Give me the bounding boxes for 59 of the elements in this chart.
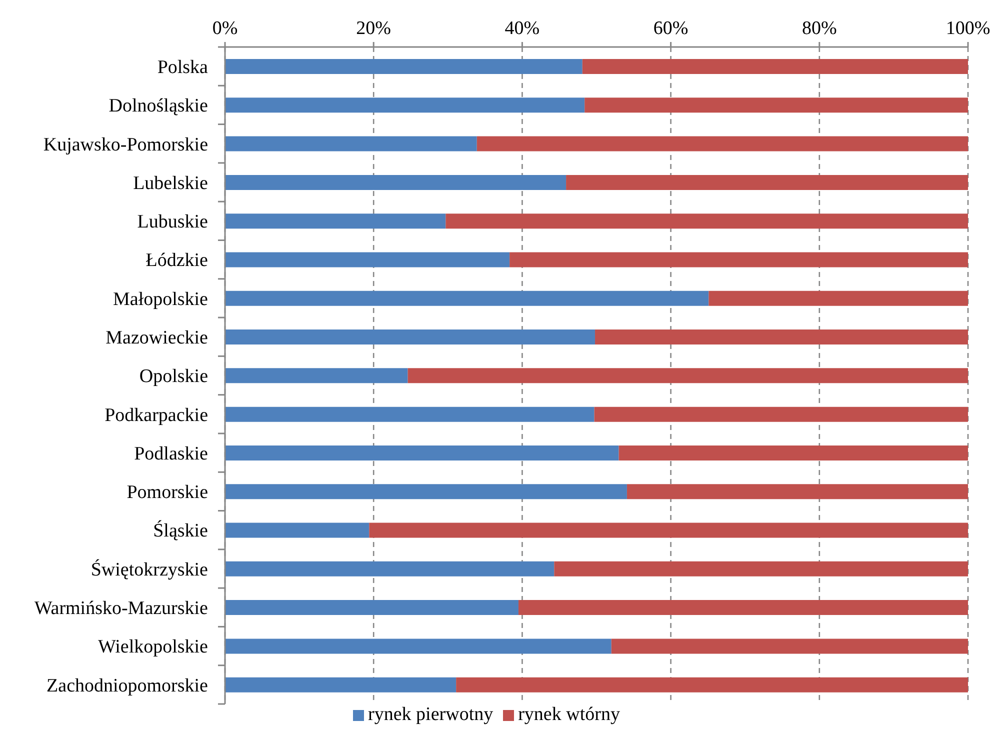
y-tick-label: Mazowieckie	[106, 328, 208, 349]
y-tick-label: Lubelskie	[133, 172, 208, 194]
y-tick-label: Opolskie	[139, 366, 208, 388]
bar	[225, 136, 477, 152]
bar	[225, 406, 594, 422]
bar	[225, 252, 510, 268]
bar	[476, 136, 968, 152]
x-tick-label: 40%	[504, 18, 540, 39]
bar	[510, 252, 968, 268]
x-tick-label: 80%	[802, 18, 837, 39]
x-tick-label: 100%	[946, 18, 990, 39]
y-tick-label: Dolnośląskie	[108, 96, 208, 117]
bar	[626, 484, 968, 500]
bar	[408, 368, 968, 384]
bar	[225, 600, 518, 616]
bar	[618, 445, 968, 460]
bar	[595, 330, 968, 345]
x-tick-label: 0%	[212, 18, 238, 39]
bar	[456, 677, 968, 692]
y-tick-label: Małopolskie	[113, 288, 208, 310]
bar	[225, 330, 596, 345]
bar	[584, 98, 968, 113]
x-tick-label: 60%	[653, 18, 688, 39]
y-tick-label: Wielkopolskie	[98, 636, 208, 658]
y-tick-label: Podlaskie	[134, 443, 208, 464]
bar	[225, 677, 456, 692]
y-tick-label: Śląskie	[153, 520, 208, 542]
y-tick-label: Pomorskie	[126, 482, 208, 504]
y-tick-label: Łódzkie	[146, 250, 208, 272]
y-tick-label: Podkarpackie	[104, 404, 208, 426]
bar	[369, 522, 968, 538]
bar	[594, 406, 968, 422]
y-tick-label: Polska	[157, 56, 209, 78]
bar	[225, 59, 582, 74]
bar	[225, 214, 446, 229]
bar	[225, 445, 619, 460]
bar	[225, 174, 566, 190]
bar	[225, 290, 709, 306]
bar	[611, 638, 968, 654]
bar	[225, 98, 585, 113]
y-tick-label: Lubuskie	[137, 212, 208, 233]
y-tick-label: Zachodniopomorskie	[46, 675, 208, 696]
bar	[518, 600, 968, 616]
bar	[225, 484, 627, 500]
y-tick-label: Świętokrzyskie	[90, 558, 208, 580]
bar	[225, 638, 612, 654]
y-tick-label: Warmińsko-Mazurskie	[34, 598, 208, 620]
legend-label: rynek wtórny	[518, 704, 620, 725]
bar	[446, 214, 968, 229]
legend-label: rynek pierwotny	[368, 704, 494, 725]
bar	[225, 522, 370, 538]
bar	[225, 368, 408, 384]
bar	[708, 290, 968, 306]
bar	[566, 174, 968, 190]
y-tick-label: Kujawsko-Pomorskie	[43, 134, 208, 156]
x-tick-label: 20%	[356, 18, 392, 39]
bar	[582, 59, 968, 74]
bar	[554, 561, 968, 576]
bar	[225, 561, 554, 576]
